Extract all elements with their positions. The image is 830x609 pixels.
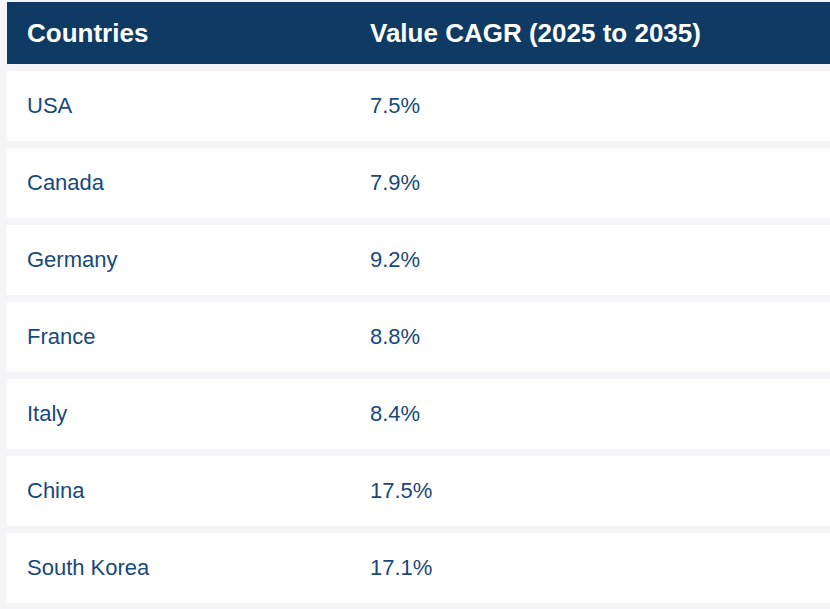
country-cell: USA bbox=[27, 93, 370, 119]
country-cell: China bbox=[27, 478, 370, 504]
table-row: Canada7.9% bbox=[7, 148, 830, 218]
country-cell: France bbox=[27, 324, 370, 350]
column-header-value-cagr: Value CAGR (2025 to 2035) bbox=[370, 18, 830, 49]
cagr-value-cell: 17.1% bbox=[370, 555, 830, 581]
cagr-value-cell: 7.9% bbox=[370, 170, 830, 196]
cagr-table: Countries Value CAGR (2025 to 2035) USA7… bbox=[7, 2, 830, 603]
cagr-value-cell: 8.4% bbox=[370, 401, 830, 427]
table-rows: USA7.5%Canada7.9%Germany9.2%France8.8%It… bbox=[7, 71, 830, 603]
cagr-value-cell: 8.8% bbox=[370, 324, 830, 350]
country-cell: Canada bbox=[27, 170, 370, 196]
table-row: USA7.5% bbox=[7, 71, 830, 141]
country-cell: South Korea bbox=[27, 555, 370, 581]
table-row: Italy8.4% bbox=[7, 379, 830, 449]
table-row: France8.8% bbox=[7, 302, 830, 372]
country-cell: Italy bbox=[27, 401, 370, 427]
column-header-countries: Countries bbox=[27, 18, 370, 49]
cagr-value-cell: 7.5% bbox=[370, 93, 830, 119]
cagr-value-cell: 9.2% bbox=[370, 247, 830, 273]
table-row: Germany9.2% bbox=[7, 225, 830, 295]
table-header-row: Countries Value CAGR (2025 to 2035) bbox=[7, 2, 830, 64]
country-cell: Germany bbox=[27, 247, 370, 273]
cagr-value-cell: 17.5% bbox=[370, 478, 830, 504]
table-row: China17.5% bbox=[7, 456, 830, 526]
table-row: South Korea17.1% bbox=[7, 533, 830, 603]
